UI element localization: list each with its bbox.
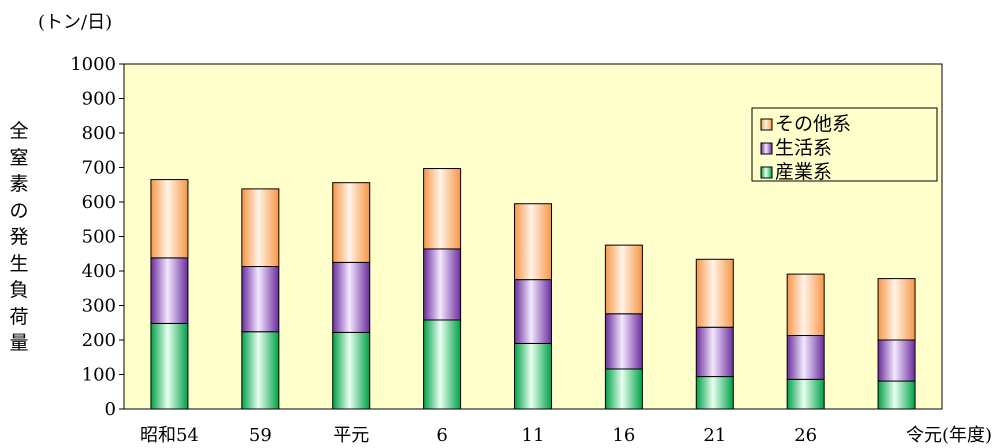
y-tick-label: 800 [82, 123, 116, 144]
bar-segment [150, 179, 189, 259]
legend-box [751, 107, 938, 182]
bar-segment [150, 257, 189, 324]
bar-segment [786, 273, 825, 337]
y-tick-label: 600 [82, 192, 116, 213]
bar-segment [695, 376, 734, 410]
bar-segment [241, 331, 280, 410]
bar-segment [695, 258, 734, 328]
x-axis: 昭和54 59 平元 6 11 16 21 26 令元(年度) [140, 425, 992, 446]
y-tick-label: 700 [82, 158, 116, 179]
bar-segment [786, 378, 825, 410]
bar-segment [877, 380, 916, 410]
bar-segment [423, 168, 462, 250]
y-tick-label: 500 [82, 227, 116, 248]
x-tick-label: 16 [612, 425, 635, 446]
bar-segment [514, 279, 552, 344]
bar-segment [423, 248, 462, 321]
legend-swatch [760, 142, 773, 155]
bar-segment [332, 331, 371, 410]
bar-segment [241, 266, 280, 333]
y-axis-title-char: の [9, 199, 29, 222]
y-tick-label: 900 [82, 89, 116, 110]
y-axis-title-char: 発 [9, 226, 29, 248]
y-axis-title: 全窒素の発生負荷量 [8, 118, 30, 357]
bar-segment [604, 244, 643, 315]
x-tick-label: 11 [522, 425, 545, 446]
bar-segment [150, 322, 189, 410]
x-tick-label: 26 [794, 425, 817, 446]
legend-label: その他系 [775, 113, 851, 135]
y-axis-unit: (トン/日) [38, 12, 113, 33]
y-axis-title-char: 負 [9, 279, 29, 301]
bar-segment [877, 278, 916, 341]
bar-segment [604, 313, 643, 370]
y-axis-title-char: 全 [9, 120, 29, 142]
bar-segment [423, 319, 462, 410]
legend-swatch [760, 118, 773, 131]
bar-segment [877, 339, 916, 382]
y-tick-label: 200 [82, 330, 116, 351]
bar-segment [786, 335, 825, 380]
bar-segment [241, 188, 280, 268]
y-tick-label: 300 [82, 296, 116, 317]
x-tick-label: 令元(年度) [906, 425, 992, 446]
x-tick-label: 平元 [333, 425, 369, 446]
bar-segment [604, 368, 643, 410]
bar-segment [695, 326, 734, 378]
y-tick-label: 400 [82, 261, 116, 282]
legend-label: 生活系 [775, 137, 832, 159]
x-tick-label: 昭和54 [140, 425, 199, 446]
x-tick-label: 21 [703, 425, 726, 446]
y-tick-label: 0 [105, 399, 116, 420]
y-axis-title-char: 生 [9, 252, 29, 275]
y-axis-title-char: 窒 [9, 146, 29, 169]
y-axis: 0 100 200 300 400 500 600 700 800 900 1000 [70, 54, 124, 420]
y-axis-title-char: 量 [9, 332, 29, 354]
x-tick-label: 6 [436, 425, 447, 446]
y-tick-label: 1000 [70, 54, 116, 75]
bar-segment [514, 203, 552, 281]
bar-segment [332, 261, 371, 333]
legend-swatch [760, 166, 773, 179]
y-tick-label: 100 [82, 365, 116, 386]
y-axis-title-char: 荷 [9, 305, 29, 328]
bars [150, 168, 916, 410]
x-tick-label: 59 [249, 425, 272, 446]
bar-segment [332, 182, 371, 263]
legend-label: 産業系 [775, 161, 832, 183]
bar-segment [514, 342, 552, 410]
y-axis-title-char: 素 [9, 173, 29, 195]
